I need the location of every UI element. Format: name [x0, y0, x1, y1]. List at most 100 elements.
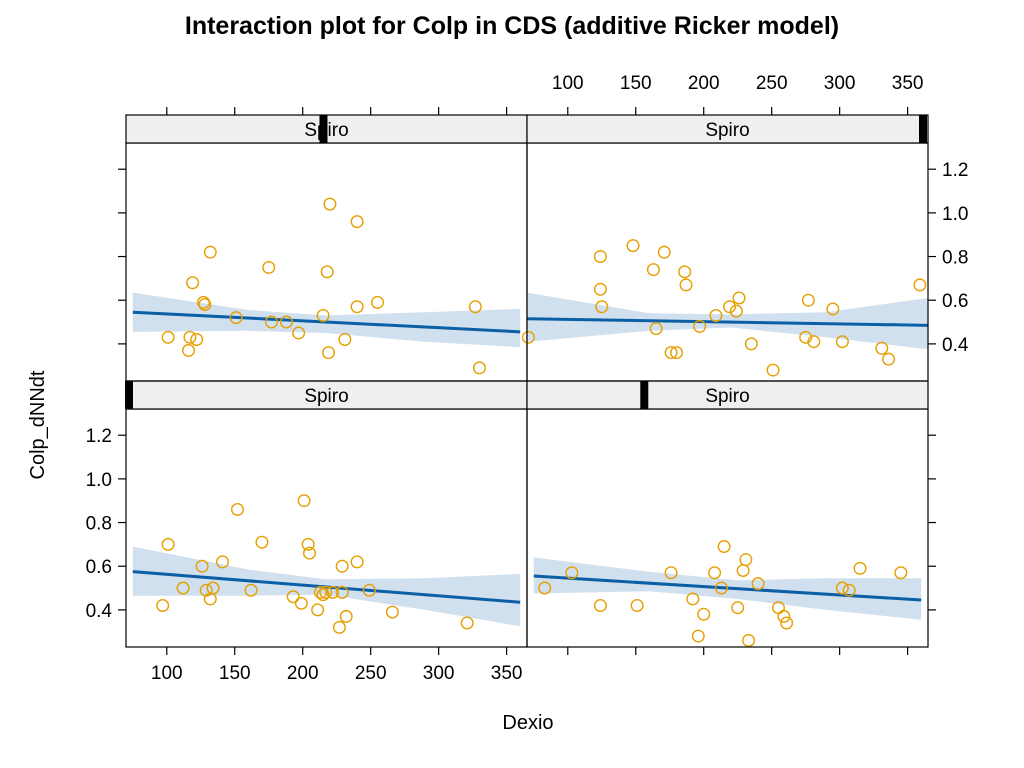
panel-plot-area	[527, 292, 928, 350]
panel-border	[526, 142, 929, 382]
panel-bottom-left: Spiro	[125, 380, 528, 648]
data-point	[731, 601, 745, 615]
data-point	[708, 566, 722, 580]
data-point	[691, 629, 705, 643]
data-point	[777, 609, 791, 623]
data-point	[216, 555, 230, 569]
strip-label: Spiro	[304, 120, 348, 141]
data-point	[723, 300, 737, 314]
x-tick-label: 150	[219, 663, 251, 684]
y-tick-label: 0.6	[942, 291, 968, 312]
data-point	[826, 302, 840, 316]
data-point	[182, 343, 196, 357]
data-point	[717, 540, 731, 554]
data-point	[835, 335, 849, 349]
data-point	[853, 561, 867, 575]
data-point	[301, 537, 315, 551]
x-tick-label: 350	[892, 73, 924, 94]
data-point	[156, 599, 170, 613]
data-point	[468, 300, 482, 314]
x-tick-label: 250	[756, 73, 788, 94]
data-point	[362, 583, 376, 597]
data-point	[766, 363, 780, 377]
x-tick-label: 250	[355, 663, 387, 684]
data-point	[338, 333, 352, 347]
panel-top-right: Spiro	[521, 114, 929, 382]
data-point	[323, 197, 337, 211]
data-point	[593, 250, 607, 264]
data-point	[264, 315, 278, 329]
data-point	[286, 590, 300, 604]
y-tick-label: 0.8	[942, 248, 968, 269]
data-point	[842, 583, 856, 597]
strip-background	[125, 380, 528, 410]
data-point	[297, 494, 311, 508]
data-point	[472, 361, 486, 375]
x-tick-label: 150	[620, 73, 652, 94]
data-point	[460, 616, 474, 630]
data-point	[244, 583, 258, 597]
panel-top-left: Spiro	[125, 114, 528, 382]
data-point	[161, 537, 175, 551]
data-point	[538, 581, 552, 595]
data-point	[693, 319, 707, 333]
data-point	[742, 633, 756, 647]
data-point	[255, 535, 269, 549]
data-point	[664, 346, 678, 360]
data-point	[744, 337, 758, 351]
panels: Spiro Spiro Spiro Spiro	[125, 114, 929, 648]
data-point	[875, 341, 889, 355]
data-point	[657, 245, 671, 259]
data-point	[350, 300, 364, 314]
x-tick-label: 100	[552, 73, 584, 94]
data-point	[262, 260, 276, 274]
data-point	[176, 581, 190, 595]
data-point	[835, 581, 849, 595]
data-point	[294, 596, 308, 610]
data-point	[593, 599, 607, 613]
x-axis-label: Dexio	[502, 712, 553, 734]
data-point	[311, 603, 325, 617]
y-axis-label: Colp_dNNdt	[27, 370, 49, 479]
data-point	[198, 298, 212, 312]
strip-label: Spiro	[705, 120, 749, 141]
data-point	[316, 308, 330, 322]
data-point	[370, 295, 384, 309]
data-point	[739, 553, 753, 567]
data-point	[894, 566, 908, 580]
data-point	[646, 263, 660, 277]
data-point	[649, 322, 663, 336]
data-point	[229, 311, 243, 325]
data-point	[186, 276, 200, 290]
data-point	[303, 546, 317, 560]
data-point	[913, 278, 927, 292]
data-point	[679, 278, 693, 292]
data-point	[339, 609, 353, 623]
data-point	[697, 607, 711, 621]
data-point	[729, 304, 743, 318]
strip-label: Spiro	[304, 386, 348, 407]
data-point	[593, 282, 607, 296]
x-tick-label: 300	[423, 663, 455, 684]
y-tick-label: 1.0	[86, 470, 112, 491]
data-point	[320, 265, 334, 279]
data-point	[521, 330, 535, 344]
data-point	[801, 293, 815, 307]
strip-level-marker	[919, 115, 927, 143]
data-point	[230, 502, 244, 516]
data-point	[595, 300, 609, 314]
data-point	[335, 559, 349, 573]
data-point	[196, 295, 210, 309]
strip-label: Spiro	[705, 386, 749, 407]
strip-level-marker	[640, 381, 649, 409]
y-tick-label: 0.4	[942, 335, 969, 356]
data-point	[732, 291, 746, 305]
x-tick-label: 200	[287, 663, 319, 684]
data-point	[626, 239, 640, 253]
fit-line	[132, 310, 521, 334]
data-point	[203, 245, 217, 259]
data-point	[385, 605, 399, 619]
data-point	[736, 564, 750, 578]
data-point	[630, 599, 644, 613]
